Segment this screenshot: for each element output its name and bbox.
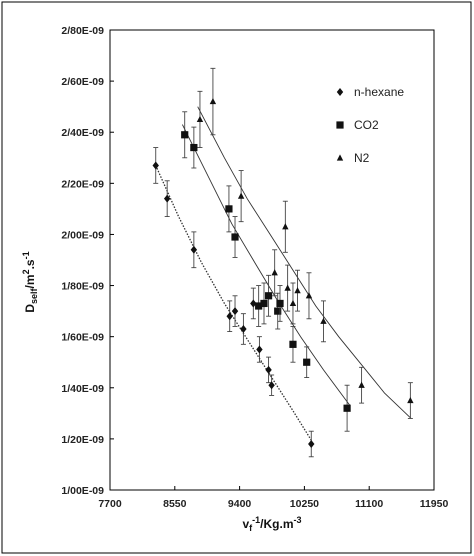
y-tick-label: 1/80E-09 [61,281,104,293]
plot-frame [109,29,435,491]
point-co2 [260,299,268,308]
point-co2 [231,233,239,241]
point-n-hexane [240,325,247,333]
y-axis-label-sub: self [29,287,39,304]
x-tick-label: 8550 [163,498,187,510]
point-n2 [289,299,297,307]
y-axis-label-rest: /m [23,274,37,288]
point-n2 [284,284,291,291]
point-co2 [303,358,311,366]
legend-marker-co2 [336,121,344,129]
point-n-hexane [256,345,263,354]
x-axis-label-sub: f [249,523,253,533]
y-tick-label: 1/00E-09 [61,485,104,497]
y-axis-ticks: 1/00E-09 1/20E-09 1/40E-09 1/60E-09 1/80E-09… [61,25,114,497]
x-tick-label: 11100 [355,498,383,510]
x-axis-label-sup2: -3 [294,515,302,525]
data-points [152,67,414,458]
x-axis-label: vf-1/Kg.m-3 [242,515,301,533]
point-n2 [305,292,313,299]
x-tick-label: 11950 [420,498,449,510]
y-axis-label-main: D [23,304,37,313]
y-tick-label: 1/20E-09 [61,434,104,446]
x-tick-label: 7700 [98,498,122,510]
legend-label-n2: N2 [354,151,370,165]
point-n-hexane [190,245,198,254]
legend-marker-n2 [336,154,344,161]
point-n2 [358,381,365,388]
legend-marker-n-hexane [336,88,344,96]
x-axis-label-main: v [242,517,249,531]
point-co2 [289,340,297,348]
fit-line-n-hexane [155,165,313,442]
x-axis-label-sup: -1 [252,515,260,525]
point-n-hexane [308,440,315,448]
y-tick-label: 2/20E-09 [61,178,104,190]
point-co2 [225,205,233,213]
x-axis-label-rest: /Kg.m [260,517,293,531]
point-co2 [190,143,198,152]
legend: n-hexane CO2 N2 [336,85,404,165]
point-co2 [264,292,273,300]
y-axis-label-sup2: -1 [21,251,31,259]
point-n2 [294,287,301,294]
y-tick-label: 1/40E-09 [61,383,104,395]
point-n2 [407,396,414,404]
point-co2 [255,302,263,310]
point-n2 [209,97,217,105]
point-n2 [320,317,327,324]
point-co2 [274,307,282,315]
point-co2 [181,131,189,139]
y-axis-label-sup: 2 [21,269,31,274]
point-co2 [343,404,351,412]
y-tick-label: 2/60E-09 [61,76,104,88]
point-n-hexane [152,161,159,170]
point-n2 [196,115,204,123]
y-tick-label: 2/40E-09 [61,127,104,139]
y-axis-label: Dself/m2.s-1 [21,251,39,312]
point-n2 [282,223,289,230]
point-n-hexane [250,299,257,308]
x-tick-label: 10250 [290,498,319,510]
y-tick-label: 2/00E-09 [61,229,104,241]
legend-label-n-hexane: n-hexane [354,85,404,99]
point-n-hexane [268,381,275,390]
x-axis-ticks: 7700 8550 9400 10250 11100 11950 [98,486,448,510]
point-co2 [276,299,284,308]
point-n2 [237,192,245,199]
fit-line-n2 [197,106,412,419]
x-tick-label: 9400 [228,498,252,510]
y-tick-label: 1/60E-09 [61,332,104,344]
y-axis-label-rest2: .s [23,259,37,269]
point-n2 [271,269,278,276]
point-n-hexane [163,194,171,203]
point-n-hexane [226,312,233,321]
legend-label-co2: CO2 [354,118,379,132]
point-n-hexane [265,365,272,374]
point-n-hexane [231,307,239,316]
y-tick-label: 2/80E-09 [61,25,104,37]
